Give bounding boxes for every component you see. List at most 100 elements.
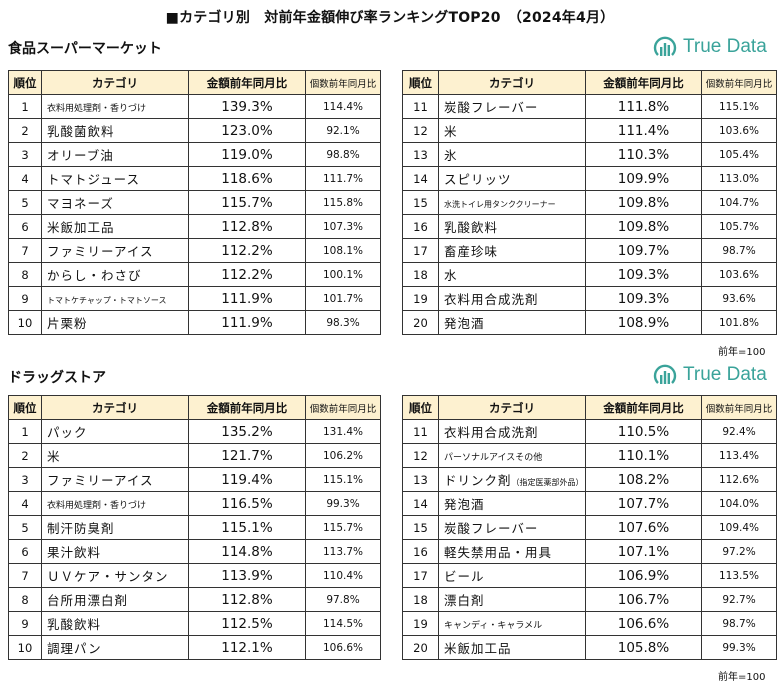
count-yoy-cell: 98.7%: [701, 238, 777, 263]
amount-yoy-cell: 108.9%: [585, 310, 702, 335]
category-cell: ビール: [438, 563, 586, 588]
count-yoy-cell: 109.4%: [701, 515, 777, 540]
table-row: 14 発泡酒 107.7% 104.0%: [402, 491, 777, 516]
category-name: キャンディ・キャラメル: [444, 621, 543, 631]
amount-yoy-cell: 111.9%: [188, 286, 306, 311]
table-row: 6 果汁飲料 114.8% 113.7%: [8, 539, 381, 564]
header-count-yoy: 個数前年同月比: [701, 395, 777, 420]
amount-yoy-cell: 108.2%: [585, 467, 702, 492]
table-row: 5 制汗防臭剤 115.1% 115.7%: [8, 515, 381, 540]
table-row: 20 発泡酒 108.9% 101.8%: [402, 310, 777, 335]
amount-yoy-cell: 114.8%: [188, 539, 306, 564]
amount-yoy-cell: 106.6%: [585, 611, 702, 636]
header-amount-yoy: 金額前年同月比: [585, 395, 702, 420]
section-title-drugstore: ドラッグストア: [8, 370, 106, 386]
rank-cell: 7: [8, 238, 42, 263]
count-yoy-cell: 99.3%: [701, 635, 777, 660]
category-cell: 軽失禁用品・用具: [438, 539, 586, 564]
table-row: 8 からし・わさび 112.2% 100.1%: [8, 262, 381, 287]
header-count-yoy: 個数前年同月比: [305, 395, 381, 420]
amount-yoy-cell: 109.3%: [585, 286, 702, 311]
ranking-table-drugstore-11-20: 順位 カテゴリ 金額前年同月比 個数前年同月比 11 衣料用合成洗剤 110.5% 92.4%…: [402, 395, 777, 660]
rank-cell: 3: [8, 142, 42, 167]
category-name: オリーブ油: [47, 148, 114, 163]
category-cell: 制汗防臭剤: [41, 515, 189, 540]
category-cell: オリーブ油: [41, 142, 189, 167]
count-yoy-cell: 103.6%: [701, 118, 777, 143]
category-name: 発泡酒: [444, 497, 485, 512]
amount-yoy-cell: 112.5%: [188, 611, 306, 636]
header-rank: 順位: [402, 70, 439, 95]
table-row: 3 ファミリーアイス 119.4% 115.1%: [8, 467, 381, 492]
amount-yoy-cell: 110.1%: [585, 443, 702, 468]
category-name: パック: [47, 425, 88, 440]
category-cell: トマトケチャップ・トマトソース: [41, 286, 189, 311]
category-cell: スピリッツ: [438, 166, 586, 191]
count-yoy-cell: 115.1%: [701, 94, 777, 119]
table-row: 11 衣料用合成洗剤 110.5% 92.4%: [402, 419, 777, 444]
table-row: 9 トマトケチャップ・トマトソース 111.9% 101.7%: [8, 286, 381, 311]
category-name: ビール: [444, 569, 485, 584]
count-yoy-cell: 115.1%: [305, 467, 381, 492]
footnote-base-supermarket: 前年=100: [718, 347, 766, 358]
amount-yoy-cell: 111.4%: [585, 118, 702, 143]
amount-yoy-cell: 110.5%: [585, 419, 702, 444]
category-cell: 片栗粉: [41, 310, 189, 335]
count-yoy-cell: 92.4%: [701, 419, 777, 444]
category-name: 炭酸フレーバー: [444, 521, 539, 536]
header-rank: 順位: [8, 395, 42, 420]
table-row: 18 漂白剤 106.7% 92.7%: [402, 587, 777, 612]
category-name: トマトケチャップ・トマトソース: [47, 296, 167, 305]
table-row: 12 米 111.4% 103.6%: [402, 118, 777, 143]
header-count-yoy: 個数前年同月比: [305, 70, 381, 95]
amount-yoy-cell: 112.2%: [188, 262, 306, 287]
count-yoy-cell: 115.7%: [305, 515, 381, 540]
count-yoy-cell: 113.0%: [701, 166, 777, 191]
category-name: トマトジュース: [47, 172, 141, 187]
category-cell: パック: [41, 419, 189, 444]
category-name: 片栗粉: [47, 316, 88, 331]
category-cell: 水洗トイレ用タンククリーナー: [438, 190, 586, 215]
truedata-logo-text: True Data: [683, 36, 767, 57]
category-cell: 衣料用合成洗剤: [438, 419, 586, 444]
count-yoy-cell: 107.3%: [305, 214, 381, 239]
category-cell: 発泡酒: [438, 310, 586, 335]
category-name: 果汁飲料: [47, 545, 102, 560]
count-yoy-cell: 99.3%: [305, 491, 381, 516]
rank-cell: 9: [8, 611, 42, 636]
rank-cell: 14: [402, 166, 439, 191]
category-name: 乳酸飲料: [444, 220, 499, 235]
category-name: 漂白剤: [444, 593, 485, 608]
table-row: 1 衣料用処理剤・香りづけ 139.3% 114.4%: [8, 94, 381, 119]
table-row: 19 キャンディ・キャラメル 106.6% 98.7%: [402, 611, 777, 636]
count-yoy-cell: 101.8%: [701, 310, 777, 335]
header-rank: 順位: [8, 70, 42, 95]
table-row: 10 調理パン 112.1% 106.6%: [8, 635, 381, 660]
truedata-logo-text: True Data: [683, 364, 767, 385]
category-cell: キャンディ・キャラメル: [438, 611, 586, 636]
count-yoy-cell: 113.4%: [701, 443, 777, 468]
table-row: 17 畜産珍味 109.7% 98.7%: [402, 238, 777, 263]
amount-yoy-cell: 107.7%: [585, 491, 702, 516]
category-cell: 氷: [438, 142, 586, 167]
table-header-row: 順位 カテゴリ 金額前年同月比 個数前年同月比: [8, 395, 381, 420]
rank-cell: 17: [402, 563, 439, 588]
section-title-supermarket: 食品スーパーマーケット: [8, 41, 162, 57]
category-cell: 炭酸フレーバー: [438, 515, 586, 540]
count-yoy-cell: 104.0%: [701, 491, 777, 516]
count-yoy-cell: 108.1%: [305, 238, 381, 263]
category-name: 軽失禁用品・用具: [444, 545, 553, 560]
category-note: （指定医薬部外品）: [511, 478, 584, 487]
category-cell: からし・わさび: [41, 262, 189, 287]
count-yoy-cell: 103.6%: [701, 262, 777, 287]
table-row: 2 乳酸菌飲料 123.0% 92.1%: [8, 118, 381, 143]
category-cell: 米飯加工品: [41, 214, 189, 239]
amount-yoy-cell: 110.3%: [585, 142, 702, 167]
amount-yoy-cell: 118.6%: [188, 166, 306, 191]
amount-yoy-cell: 106.9%: [585, 563, 702, 588]
rank-cell: 18: [402, 587, 439, 612]
category-cell: 乳酸飲料: [438, 214, 586, 239]
category-cell: ファミリーアイス: [41, 467, 189, 492]
amount-yoy-cell: 121.7%: [188, 443, 306, 468]
rank-cell: 8: [8, 587, 42, 612]
